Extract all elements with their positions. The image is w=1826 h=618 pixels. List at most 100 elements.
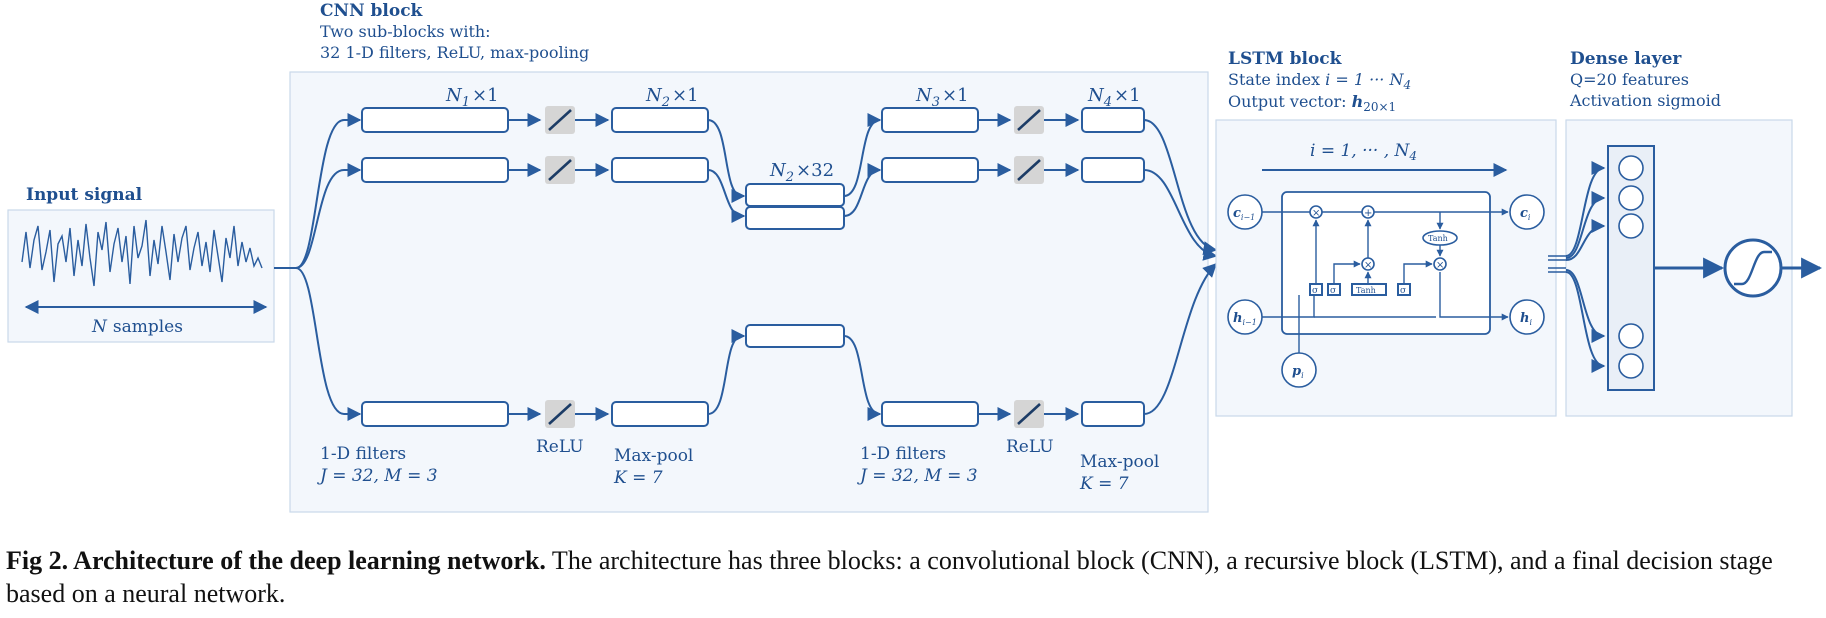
pool2-box-1 (1081, 107, 1145, 133)
caption-text: The architecture has three blocks: a con… (6, 546, 1773, 608)
output-multiply (1433, 257, 1447, 271)
lstm-output-line: Output vector: h20×1 (1228, 92, 1396, 114)
filters-label-1: 1-D filters (320, 444, 406, 464)
pool2-box-2 (1081, 157, 1145, 183)
filter2-box-1 (881, 107, 979, 133)
neuron-3 (1618, 213, 1644, 239)
filter2-box-2 (881, 157, 979, 183)
times-label: × (1364, 260, 1372, 271)
to-lstm-arrow-3 (1143, 263, 1217, 415)
pool-box-1 (611, 107, 709, 133)
relu-label-2: ReLU (1006, 437, 1054, 457)
tanh-label: Tanh (1356, 286, 1376, 295)
dim-n1: N1 ×1 (445, 85, 499, 110)
feature-map-1 (745, 183, 845, 207)
cnn2-row-2 (881, 156, 1145, 184)
relu-label-1: ReLU (536, 437, 584, 457)
c-cur-label: ci (1520, 206, 1531, 222)
relu-line (1017, 109, 1041, 131)
hidden-out-line (1439, 272, 1509, 321)
cnn-panel (289, 71, 1209, 513)
dense-in-4 (1565, 269, 1606, 343)
maxpool-label-2: Max-pool (1080, 452, 1159, 472)
cnn-row-1 (361, 106, 709, 134)
cnn-desc-line1: Two sub-blocks with: (320, 22, 491, 41)
neuron-1 (1618, 155, 1644, 181)
forget-multiply (1309, 205, 1323, 219)
to-lstm-arrow-2 (1143, 169, 1218, 261)
tanh-gate-1 (1351, 283, 1387, 296)
cnn2-row-1 (881, 106, 1145, 134)
cnn-desc-line2: 32 1-D filters, ReLU, max-pooling (320, 43, 589, 62)
lstm-state-line: State index i = 1 ··· N4 (1228, 70, 1411, 92)
lstm-iteration-label: i = 1, ··· , N4 (1310, 141, 1417, 163)
lstm-block: LSTM block State index i = 1 ··· N4 Outp… (1215, 49, 1557, 417)
pool-box-3 (611, 401, 709, 427)
h-cur-label: hi (1520, 311, 1532, 327)
feature-map-3 (745, 324, 845, 348)
split-arrow-1 (295, 113, 362, 269)
dim-n4: N4 ×1 (1087, 85, 1141, 110)
dim-n2: N2 ×1 (645, 85, 699, 110)
figure-caption: Fig 2. Architecture of the deep learning… (6, 544, 1820, 610)
relu-line (548, 403, 572, 425)
filters-params-1: J = 32, M = 3 (317, 466, 438, 486)
dim-n3: N3 ×1 (915, 85, 969, 110)
sigmoid-curve (1734, 250, 1772, 286)
output-gate-conn (1403, 260, 1433, 284)
filter2-box-3 (881, 401, 979, 427)
cnn-row-3 (361, 400, 709, 428)
pool2-box-3 (1081, 401, 1145, 427)
c-cur-node (1509, 194, 1545, 230)
split-arrow-3 (295, 267, 362, 421)
relu-line (548, 159, 572, 181)
to-lstm-arrow-1 (1143, 119, 1218, 256)
split2-arrow-3 (843, 335, 882, 421)
cnn-block: CNN block Two sub-blocks with: 32 1-D fi… (274, 1, 1218, 513)
relu-line (1017, 159, 1041, 181)
input-signal-panel (7, 209, 275, 343)
pool-box-2 (611, 157, 709, 183)
dense-layer: Dense layer Q=20 features Activation sig… (1548, 49, 1823, 417)
maxpool-k-2: K = 7 (1079, 474, 1129, 494)
sigma-label: σ (1312, 286, 1318, 296)
h-prev-label: hi−1 (1233, 311, 1257, 327)
dense-in-1 (1565, 161, 1606, 257)
c-prev-label: ci−1 (1233, 206, 1255, 222)
feature-map-2 (745, 206, 845, 230)
tanh-out-label: Tanh (1428, 234, 1448, 243)
h-cur-node (1509, 299, 1545, 335)
cnn-row-2 (361, 156, 709, 184)
relu-line (1017, 403, 1041, 425)
input-gate-conn (1333, 260, 1361, 284)
split2-arrow-2 (843, 163, 882, 217)
neuron-19 (1618, 323, 1644, 349)
times-label: × (1312, 208, 1320, 219)
dim-n2x32: N2 ×32 (769, 160, 834, 185)
p-label: pi (1292, 364, 1304, 380)
filters-params-2: J = 32, M = 3 (857, 466, 978, 486)
dense-title: Dense layer (1570, 49, 1682, 69)
dense-in-5 (1565, 271, 1606, 373)
filters-label-2: 1-D filters (860, 444, 946, 464)
lstm-title: LSTM block (1228, 49, 1343, 69)
merge-arrow-3 (707, 329, 746, 415)
dense-features: Q=20 features (1570, 70, 1689, 89)
cnn-title: CNN block (320, 1, 424, 21)
merge-arrow-2 (707, 169, 746, 223)
filter-box-3 (361, 401, 509, 427)
caption-lead: Fig 2. Architecture of the deep learning… (6, 546, 546, 575)
neuron-2 (1618, 185, 1644, 211)
neuron-20 (1618, 353, 1644, 379)
sigma-label: σ (1400, 286, 1406, 296)
dense-activation: Activation sigmoid (1569, 91, 1721, 110)
input-waveform (21, 219, 263, 287)
relu-line (548, 109, 572, 131)
plus-label: + (1364, 208, 1372, 219)
split-arrow-2 (295, 163, 362, 269)
cell-add (1361, 205, 1375, 219)
cnn2-row-3 (881, 400, 1145, 428)
